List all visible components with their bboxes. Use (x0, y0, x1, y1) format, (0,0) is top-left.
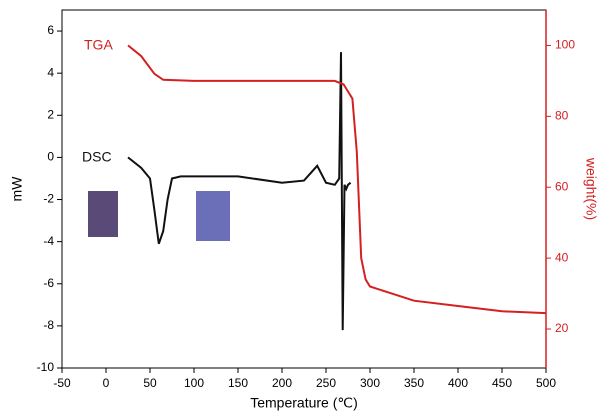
y2-tick-label: 20 (555, 321, 569, 335)
x-tick-label: 50 (143, 376, 157, 390)
x-tick-label: 450 (492, 376, 512, 390)
series-label: DSC (82, 149, 112, 165)
sample-photo (88, 191, 118, 237)
y2-tick-label: 80 (555, 109, 569, 123)
y-tick-label: 0 (47, 150, 54, 164)
y-axis-title: mW (9, 176, 25, 202)
x-tick-label: 100 (184, 376, 204, 390)
y-tick-label: 2 (47, 107, 54, 121)
x-tick-label: 200 (272, 376, 292, 390)
y2-tick-label: 100 (555, 38, 575, 52)
series-label: TGA (84, 37, 113, 53)
y-tick-label: -10 (37, 360, 55, 374)
series-line (127, 52, 352, 331)
x-tick-label: 300 (360, 376, 380, 390)
x-tick-label: 250 (316, 376, 336, 390)
series-line (127, 44, 547, 315)
x-tick-label: 350 (404, 376, 424, 390)
y-tick-label: 4 (47, 65, 54, 79)
y-tick-label: -2 (43, 192, 54, 206)
x-tick-label: 150 (228, 376, 248, 390)
y2-tick-label: 40 (555, 250, 569, 264)
x-axis-title: Temperature (℃) (250, 395, 358, 411)
plot-frame (61, 9, 547, 369)
y2-tick-label: 60 (555, 179, 569, 193)
x-tick-label: 0 (103, 376, 110, 390)
sample-photo (196, 191, 230, 241)
y-tick-label: -6 (43, 276, 54, 290)
y-tick-label: -8 (43, 318, 54, 332)
y-tick-label: 6 (47, 23, 54, 37)
x-tick-label: 500 (536, 376, 556, 390)
x-tick-label: -50 (53, 376, 71, 390)
y2-axis-title: weight(%) (583, 157, 599, 220)
x-tick-label: 400 (448, 376, 468, 390)
y-tick-label: -4 (43, 234, 54, 248)
